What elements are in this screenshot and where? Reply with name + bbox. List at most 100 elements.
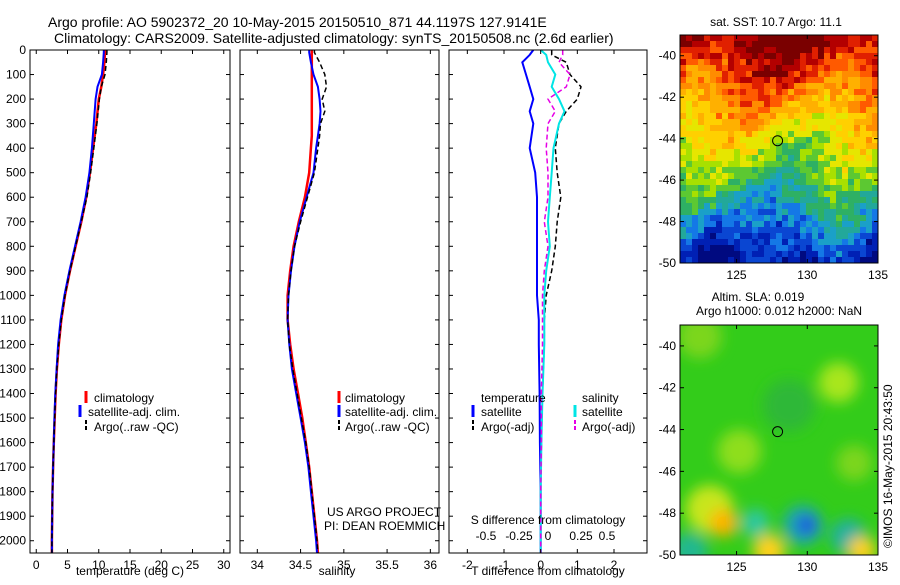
temperature-xlabel: temperature (deg C) [76,564,184,578]
y-tick-label: 2000 [0,534,26,548]
y-tick-label: -44 [659,423,677,437]
y-tick-label: -42 [659,381,677,395]
y-tick-label: 600 [6,190,26,204]
x-tick-label: 30 [217,558,231,572]
project-credit: US ARGO PROJECT [327,505,442,519]
y-tick-label: 500 [6,166,26,180]
x-tick-label: 15 [123,558,137,572]
legend-satellite-label: satellite-adj. clim. [88,405,180,419]
legend-s-argo-label: Argo(-adj) [582,420,635,434]
series-line-argo [286,50,328,554]
y-tick-label: 1500 [0,411,26,425]
sla-map-title-line1: Altim. SLA: 0.019 [712,290,805,304]
salinity-xlabel: salinity [319,564,356,578]
y-tick-label: 200 [6,92,26,106]
y-tick-label: 400 [6,141,26,155]
s-tick-label: -0.25 [505,529,533,543]
y-tick-label: 1700 [0,460,26,474]
x-tick-label: 130 [797,268,817,282]
y-tick-label: 1900 [0,509,26,523]
x-tick-label: 125 [727,268,747,282]
argo-location-marker [772,135,784,147]
y-tick-label: 1400 [0,387,26,401]
y-tick-label: 1300 [0,362,26,376]
x-tick-label: 34 [251,558,265,572]
sla-map-frame [679,324,879,556]
temperature-panel: 0100200300400500600700800900100011001200… [0,43,231,578]
difference-panel: -2 -1 0 1 2 S difference from climatology -0… [448,49,648,578]
x-tick-label: 0 [33,558,40,572]
x-tick-label: 36 [424,558,438,572]
legend-argo-label: Argo(..raw -QC) [345,420,430,434]
y-tick-label: -46 [659,464,677,478]
y-tick-label: -48 [659,506,677,520]
x-tick-label: 130 [797,560,817,574]
x-tick-label: 10 [92,558,106,572]
sla-heatmap [680,325,878,555]
s-difference-title: S difference from climatology [471,513,626,527]
x-tick-label: 25 [186,558,200,572]
x-tick-label: 135 [868,560,888,574]
y-tick-label: 900 [6,264,26,278]
series-line-argo [51,50,108,553]
y-tick-label: 300 [6,117,26,131]
sst-heatmap [680,35,878,263]
y-tick-label: 1200 [0,337,26,351]
y-tick-label: -50 [659,548,677,562]
series-line-s-satellite [539,49,566,553]
sst-map-panel: sat. SST: 10.7 Argo: 11.1 125 130 135 -40 -4… [659,15,889,282]
x-tick-label: 1 [574,558,581,572]
x-tick-label: -1 [499,558,510,572]
series-line-s-argo [539,50,571,553]
y-tick-label: -46 [659,173,677,187]
y-tick-label: 700 [6,215,26,229]
x-tick-label: 20 [155,558,169,572]
series-line-climatology [286,50,320,554]
imos-credit: ©IMOS 16-May-2015 20:43:50 [881,384,895,548]
series-line-satellite [286,50,322,554]
y-tick-label: -40 [659,339,677,353]
x-tick-label: 5 [64,558,71,572]
s-tick-label: 0.25 [569,529,593,543]
sla-map-title-line2: Argo h1000: 0.012 h2000: NaN [696,304,862,318]
x-tick-label: 34.5 [289,558,313,572]
legend-argo-label: Argo(..raw -QC) [94,420,179,434]
sla-map-panel: Altim. SLA: 0.019 Argo h1000: 0.012 h200… [659,290,889,574]
y-tick-label: 1600 [0,436,26,450]
series-line-t-argo [539,50,582,553]
x-tick-label: 135 [868,268,888,282]
salinity-legend: climatology satellite-adj. clim. Argo(..… [337,391,437,434]
y-tick-label: -48 [659,215,677,229]
legend-climatology-label: climatology [345,391,405,405]
legend-temperature-header: temperature [481,391,546,405]
y-tick-label: 0 [19,43,26,57]
temperature-legend: climatology satellite-adj. clim. Argo(..… [78,391,180,434]
argo-location-marker [772,426,784,438]
x-tick-label: -2 [462,558,473,572]
difference-legend: temperature satellite Argo(-adj) salinit… [471,391,635,434]
y-tick-label: -40 [659,49,677,63]
series-line-t-satellite [521,49,542,553]
sst-map-frame [679,34,879,264]
legend-s-satellite-label: satellite [582,405,623,419]
legend-salinity-header: salinity [582,391,619,405]
x-tick-label: 35.5 [375,558,399,572]
y-tick-label: 1100 [0,313,26,327]
legend-satellite-label: satellite-adj. clim. [345,405,437,419]
x-tick-label: 125 [727,560,747,574]
salinity-axes-frame [239,49,440,554]
legend-t-satellite-label: satellite [481,405,522,419]
temperature-axes-frame [29,49,231,554]
y-tick-label: 100 [6,68,26,82]
difference-xlabel: T difference from climatology [471,564,625,578]
y-tick-label: 1800 [0,485,26,499]
x-tick-label: 2 [611,558,618,572]
y-tick-label: -44 [659,132,677,146]
pi-credit: PI: DEAN ROEMMICH [324,519,445,533]
y-tick-label: -50 [659,256,677,270]
s-tick-label: -0.5 [476,529,497,543]
y-tick-label: 800 [6,239,26,253]
y-tick-label: 1000 [0,288,26,302]
x-tick-label: 0 [537,558,544,572]
header-line2: Climatology: CARS2009. Satellite-adjuste… [54,30,614,46]
